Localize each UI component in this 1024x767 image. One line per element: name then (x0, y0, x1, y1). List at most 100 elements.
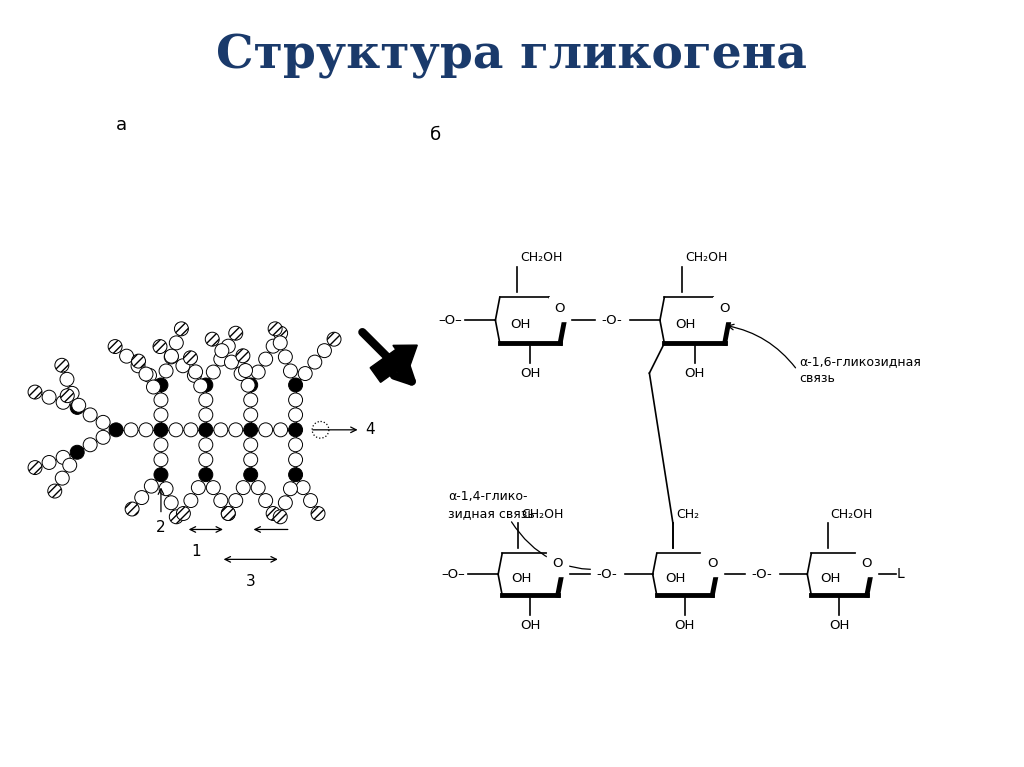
Circle shape (42, 456, 56, 469)
Circle shape (176, 506, 190, 521)
Circle shape (289, 408, 302, 422)
Text: CH₂OH: CH₂OH (520, 252, 563, 265)
Circle shape (154, 453, 168, 466)
Circle shape (169, 510, 183, 524)
Circle shape (96, 416, 111, 430)
Circle shape (244, 408, 258, 422)
Circle shape (228, 494, 243, 508)
Text: CH₂OH: CH₂OH (685, 252, 727, 265)
Circle shape (289, 468, 302, 482)
Circle shape (244, 393, 258, 407)
Circle shape (199, 408, 213, 422)
Circle shape (251, 365, 265, 379)
Circle shape (237, 481, 250, 495)
Circle shape (96, 430, 111, 444)
Circle shape (71, 400, 84, 414)
Circle shape (139, 367, 153, 381)
Circle shape (71, 446, 84, 459)
Circle shape (56, 450, 70, 464)
Circle shape (169, 336, 183, 350)
Circle shape (165, 349, 178, 363)
Text: 3: 3 (246, 574, 256, 589)
Circle shape (159, 482, 173, 495)
Circle shape (125, 502, 139, 516)
Text: L: L (897, 568, 904, 581)
Circle shape (135, 491, 148, 505)
Text: б: б (430, 126, 441, 144)
Circle shape (221, 339, 236, 353)
Circle shape (191, 481, 206, 495)
Text: OH: OH (520, 367, 540, 380)
Circle shape (199, 468, 213, 482)
Text: OH: OH (666, 571, 686, 584)
Circle shape (284, 482, 297, 495)
Circle shape (317, 344, 332, 357)
Circle shape (268, 322, 282, 336)
Text: α-1,4-глико-
зидная связь: α-1,4-глико- зидная связь (449, 489, 535, 519)
Circle shape (289, 423, 302, 436)
Circle shape (296, 481, 310, 495)
Text: Структура гликогена: Структура гликогена (216, 33, 808, 79)
Circle shape (144, 479, 159, 493)
Circle shape (214, 494, 227, 508)
Circle shape (266, 339, 281, 353)
Text: OH: OH (820, 571, 841, 584)
Text: OH: OH (828, 619, 849, 632)
Circle shape (215, 344, 228, 357)
Circle shape (241, 378, 255, 392)
Circle shape (66, 387, 79, 400)
Circle shape (206, 365, 220, 379)
Text: -O-: -O- (752, 568, 772, 581)
Circle shape (259, 352, 272, 366)
Circle shape (187, 368, 202, 383)
Circle shape (154, 393, 168, 407)
Circle shape (289, 393, 302, 407)
Circle shape (251, 481, 265, 495)
Circle shape (214, 423, 227, 436)
Circle shape (289, 438, 302, 452)
Text: α-1,6-гликозидная
связь: α-1,6-гликозидная связь (799, 355, 922, 385)
Circle shape (174, 322, 188, 336)
Circle shape (221, 506, 236, 521)
Circle shape (259, 494, 272, 508)
Circle shape (83, 408, 97, 422)
Circle shape (206, 481, 220, 495)
Circle shape (234, 367, 248, 380)
Circle shape (312, 421, 329, 438)
Circle shape (184, 423, 198, 436)
Circle shape (154, 423, 168, 436)
Circle shape (289, 453, 302, 466)
Circle shape (83, 438, 97, 452)
Circle shape (244, 453, 258, 466)
Circle shape (266, 506, 281, 521)
Circle shape (124, 423, 138, 436)
Circle shape (184, 494, 198, 508)
Text: CH₂OH: CH₂OH (521, 508, 564, 521)
Text: -O-: -O- (602, 314, 623, 327)
Text: O: O (707, 558, 718, 571)
Circle shape (244, 378, 258, 392)
Circle shape (28, 461, 42, 475)
Circle shape (205, 332, 219, 346)
Circle shape (194, 379, 208, 393)
Text: –O–: –O– (441, 568, 465, 581)
Text: OH: OH (520, 619, 540, 632)
FancyArrow shape (370, 345, 417, 382)
Circle shape (284, 364, 297, 378)
Circle shape (56, 395, 70, 410)
Circle shape (110, 423, 123, 436)
Text: O: O (554, 302, 565, 315)
Circle shape (48, 484, 61, 498)
Circle shape (273, 510, 287, 524)
Circle shape (28, 385, 42, 399)
Circle shape (139, 423, 153, 436)
Circle shape (236, 349, 250, 363)
Circle shape (60, 372, 74, 387)
Circle shape (199, 453, 213, 466)
Circle shape (279, 350, 292, 364)
Circle shape (303, 494, 317, 508)
Circle shape (154, 468, 168, 482)
Circle shape (279, 495, 292, 510)
Circle shape (154, 408, 168, 422)
Circle shape (142, 368, 157, 383)
